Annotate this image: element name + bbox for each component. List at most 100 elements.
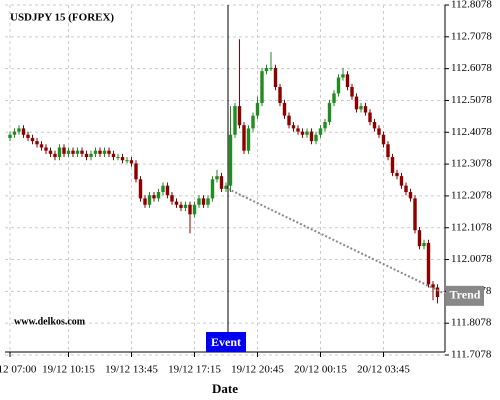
- candle-body: [120, 157, 125, 161]
- candle-body: [282, 102, 287, 116]
- candle-body: [84, 153, 89, 158]
- candle-body: [215, 176, 219, 180]
- candle-body: [408, 192, 413, 199]
- candle-body: [12, 131, 17, 135]
- candle-body: [336, 77, 341, 94]
- candle-body: [296, 128, 300, 132]
- candle-body: [156, 192, 161, 199]
- candle-body: [179, 204, 183, 208]
- candle-body: [134, 163, 138, 180]
- trend-label: Trend: [450, 288, 481, 302]
- candle-body: [174, 201, 179, 205]
- candle-body: [219, 176, 224, 189]
- candle-body: [422, 242, 426, 247]
- candle-body: [413, 198, 417, 231]
- candle-body: [269, 67, 273, 69]
- candle-body: [363, 106, 368, 113]
- candle-body: [332, 93, 336, 103]
- candle-body: [318, 128, 323, 135]
- candle-body: [8, 134, 12, 138]
- y-tick-label: 112.2078: [451, 189, 492, 201]
- candle-body: [161, 185, 165, 193]
- candle-body: [89, 153, 93, 158]
- candle-body: [44, 147, 48, 151]
- candle-body: [350, 87, 354, 97]
- candle-body: [143, 198, 147, 205]
- candle-body: [359, 106, 363, 110]
- candle-body: [431, 284, 435, 288]
- candle-body: [368, 112, 372, 123]
- candle-body: [377, 128, 381, 135]
- y-tick-label: 112.4078: [451, 126, 492, 138]
- candle-body: [305, 131, 309, 135]
- candle-body: [354, 96, 359, 110]
- candle-body: [26, 134, 30, 138]
- candle-body: [183, 204, 188, 208]
- candle-body: [314, 134, 318, 142]
- candle-body: [62, 147, 66, 154]
- candle-body: [372, 122, 377, 129]
- candle-body: [228, 134, 233, 186]
- candle-body: [291, 125, 296, 129]
- candle-body: [255, 102, 260, 116]
- candle-body: [210, 179, 215, 199]
- candle-body: [287, 115, 291, 126]
- candle-body: [395, 172, 399, 177]
- candle-body: [125, 160, 129, 162]
- candle-body: [80, 150, 84, 154]
- candle-body: [102, 150, 107, 154]
- x-axis-title: Date: [212, 381, 238, 396]
- event-box: [206, 332, 246, 352]
- candle-body: [17, 128, 21, 132]
- candle-body: [273, 67, 278, 88]
- candle-body: [197, 198, 201, 205]
- candle-body: [165, 185, 170, 196]
- candle-body: [30, 137, 35, 142]
- candle-body: [93, 150, 98, 154]
- x-tick-label: 19/12 17:15: [168, 364, 221, 376]
- candle-body: [309, 131, 314, 142]
- x-tick-label: 19/12 20:45: [231, 364, 284, 376]
- candle-body: [192, 204, 197, 215]
- trend-box: [446, 285, 484, 306]
- candle-body: [251, 115, 255, 129]
- candle-body: [390, 157, 395, 173]
- candle-body: [138, 179, 143, 199]
- x-tick-label: 20/12 03:45: [357, 364, 410, 376]
- candle-body: [116, 157, 120, 159]
- event-label: Event: [211, 335, 241, 349]
- candle-body: [152, 195, 156, 199]
- y-tick-label: 111.8078: [451, 317, 492, 329]
- candle-body: [426, 242, 431, 285]
- candle-body: [278, 87, 282, 103]
- candle-body: [21, 128, 26, 135]
- candle-body: [417, 230, 422, 247]
- candle-body: [233, 106, 237, 135]
- candle-body: [237, 106, 242, 126]
- candle-body: [129, 160, 134, 164]
- candle-body: [111, 153, 116, 158]
- chart-title: USDJPY 15 (FOREX): [10, 12, 114, 24]
- candle-body: [35, 141, 39, 145]
- candle-body: [75, 150, 80, 154]
- candle-body: [386, 144, 390, 158]
- candle-body: [39, 144, 44, 148]
- y-tick-label: 112.0078: [451, 253, 492, 265]
- candle-body: [242, 125, 246, 151]
- candle-body: [327, 102, 332, 123]
- candle-body: [224, 185, 228, 189]
- candle-body: [66, 150, 71, 154]
- candle-body: [201, 198, 206, 205]
- x-tick-label: 20/12 00:15: [294, 364, 347, 376]
- y-tick-label: 111.7078: [451, 349, 492, 361]
- y-tick-label: 112.6078: [451, 62, 492, 74]
- candle-body: [98, 150, 102, 154]
- candle-body: [341, 74, 345, 78]
- candle-body: [53, 153, 57, 158]
- y-tick-label: 112.5078: [451, 94, 492, 106]
- candle-body: [147, 195, 152, 205]
- candle-body: [345, 74, 350, 88]
- candle-body: [300, 131, 305, 135]
